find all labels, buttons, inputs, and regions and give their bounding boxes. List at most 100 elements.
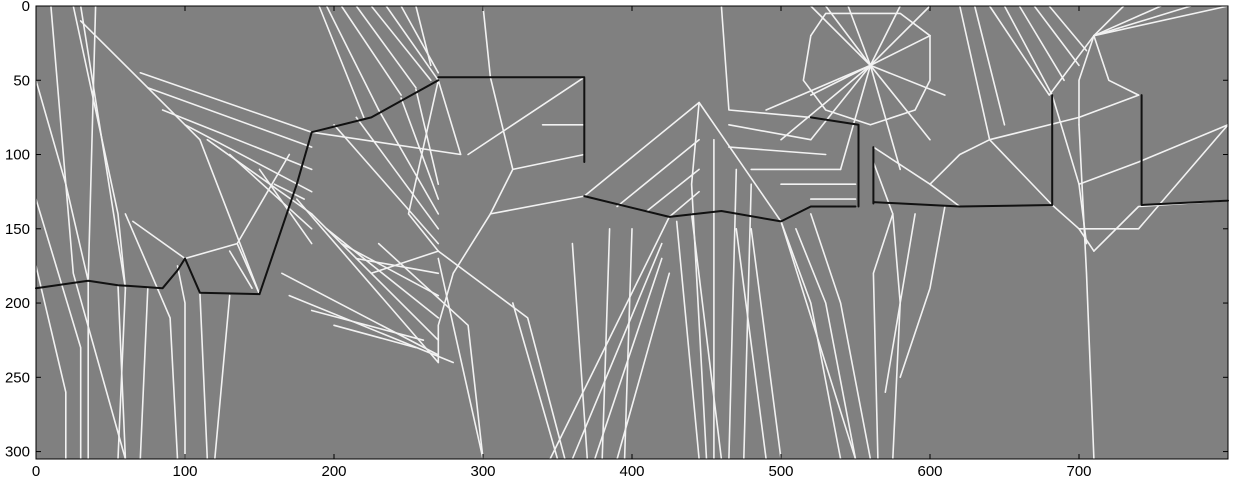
edge-line — [583, 195, 857, 223]
edge-line — [437, 76, 586, 163]
ridge-line — [377, 242, 484, 460]
ridge-line — [377, 109, 440, 215]
ridge-line — [690, 101, 708, 460]
ridge-line — [1051, 204, 1095, 252]
ridge-line — [1093, 5, 1125, 37]
ridge-line — [310, 79, 462, 156]
ridge-line — [139, 72, 313, 133]
edge-line — [35, 257, 261, 296]
ridge-line — [839, 64, 872, 171]
ridge-line — [780, 64, 872, 141]
ridge-line — [1033, 5, 1080, 67]
x-tick-label: 600 — [917, 463, 942, 480]
ridge-line — [728, 124, 812, 141]
ridge-line — [869, 64, 931, 141]
ridge-line — [79, 5, 127, 290]
ridge-line — [988, 5, 1095, 96]
ridge-line — [511, 302, 559, 460]
ridge-line — [176, 265, 186, 460]
x-axis-ticks: 0 100 200 300 400 500 600 700 — [32, 6, 1092, 480]
ridge-line — [795, 228, 857, 460]
ridge-line — [355, 5, 417, 89]
ridge-line — [973, 5, 1006, 126]
ridge-line — [124, 213, 179, 460]
ridge-line — [340, 242, 440, 297]
ridge-line — [571, 242, 663, 460]
ridge-line — [1078, 34, 1095, 126]
x-tick-label: 0 — [32, 463, 40, 480]
ridge-line — [325, 228, 440, 319]
ridge-line — [899, 205, 946, 379]
ridge-line — [735, 228, 767, 460]
ridge-line — [646, 168, 700, 212]
ridge-line — [884, 213, 916, 394]
ridge-line — [601, 228, 611, 460]
ridge-line — [1048, 5, 1088, 52]
ridge-line — [333, 124, 440, 245]
x-tick-label: 700 — [1066, 463, 1091, 480]
ridge-line — [1078, 124, 1229, 230]
ridge-line — [333, 324, 417, 349]
ridge-line — [1018, 5, 1065, 82]
ridge-line — [872, 213, 894, 460]
y-tick-label: 200 — [5, 295, 30, 312]
ridge-line — [228, 250, 253, 290]
ridge-line — [765, 64, 872, 111]
ridge-line — [1003, 5, 1053, 96]
ridge-line — [415, 88, 440, 185]
ridge-line — [407, 79, 440, 252]
ridge-line — [385, 5, 440, 82]
ridge-line — [1093, 5, 1192, 37]
ridge-line — [750, 228, 782, 460]
ridge-line — [139, 287, 149, 460]
ridge-line — [1093, 5, 1229, 37]
ridge-line — [415, 5, 432, 67]
ridge-line — [400, 5, 440, 74]
ridge-line — [809, 12, 931, 37]
ridge-line — [370, 250, 440, 275]
ridge-line — [690, 213, 723, 460]
y-tick-label: 300 — [5, 444, 30, 461]
ridge-line — [295, 198, 440, 364]
ridge-line — [50, 5, 127, 460]
ridge-line — [869, 5, 902, 67]
ridge-line — [355, 257, 440, 275]
y-tick-label: 0 — [22, 0, 30, 15]
ridge-line — [742, 183, 753, 460]
ridge-line — [228, 153, 313, 230]
edge-lines — [35, 76, 1229, 296]
ridge-line — [869, 64, 902, 171]
ridge-line — [340, 5, 402, 96]
ridge-line — [310, 309, 425, 342]
ridge-line — [206, 138, 313, 215]
ridge-line — [310, 213, 440, 342]
ridge-line — [437, 250, 566, 460]
ridge-line — [802, 34, 931, 126]
ridge-line — [184, 124, 313, 193]
edge-line — [809, 116, 860, 208]
ridge-line — [281, 272, 440, 356]
ridge-line — [1078, 124, 1095, 460]
ridge-line — [668, 190, 700, 218]
ridge-line — [728, 146, 827, 156]
ridge-line — [616, 138, 700, 208]
x-tick-label: 200 — [321, 463, 346, 480]
ridge-line — [325, 5, 380, 111]
edge-line — [258, 79, 440, 296]
x-tick-label: 500 — [768, 463, 793, 480]
ridge-line — [199, 291, 209, 460]
ridge-line — [1093, 5, 1162, 37]
ridge-lines — [35, 5, 1229, 460]
ridge-line — [824, 5, 872, 67]
ridge-line — [571, 242, 589, 460]
ridge-line — [258, 168, 313, 245]
ridge-line — [79, 20, 261, 295]
ridge-line — [355, 116, 440, 230]
ridge-line — [675, 220, 700, 460]
edge-line — [872, 94, 1054, 208]
ridge-line — [35, 198, 82, 460]
ridge-line — [437, 257, 484, 460]
ridge-line — [728, 168, 738, 460]
ridge-line — [720, 5, 812, 119]
